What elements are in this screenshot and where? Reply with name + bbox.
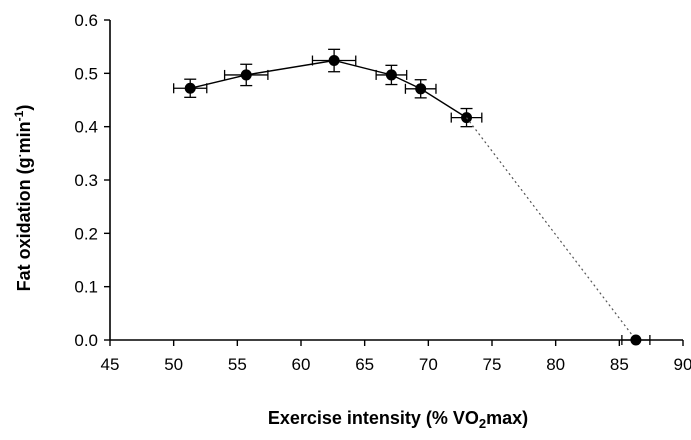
y-tick-label: 0.2 xyxy=(74,224,98,243)
x-tick-label: 45 xyxy=(101,355,120,374)
x-tick-label: 70 xyxy=(419,355,438,374)
data-point xyxy=(328,55,340,67)
y-axis-title-mid: min xyxy=(14,121,34,153)
x-tick-label: 60 xyxy=(292,355,311,374)
y-axis-title-superscript: -1 xyxy=(12,110,26,121)
x-tick-label: 90 xyxy=(674,355,691,374)
y-tick-label: 0.0 xyxy=(74,331,98,350)
x-tick-label: 85 xyxy=(610,355,629,374)
y-axis-title: Fat oxidation (g·min-1) xyxy=(12,105,34,292)
x-tick-label: 55 xyxy=(228,355,247,374)
data-point xyxy=(630,334,642,346)
x-tick-label: 80 xyxy=(546,355,565,374)
x-tick-label: 65 xyxy=(355,355,374,374)
y-tick-label: 0.5 xyxy=(74,64,98,83)
y-tick-label: 0.1 xyxy=(74,278,98,297)
ticks: 0.0 0.1 0.2 0.3 0.4 0.5 0.6 45 50 55 60 65 70 75 80 85 9… xyxy=(74,11,691,374)
data-layer xyxy=(173,48,651,346)
y-axis-title-dot: · xyxy=(13,153,27,157)
y-tick-label: 0.6 xyxy=(74,11,98,30)
y-tick-label: 0.3 xyxy=(74,171,98,190)
x-axis-title-suffix: max) xyxy=(486,408,528,428)
data-point xyxy=(385,69,397,81)
x-axis-title-prefix: Exercise intensity (% VO xyxy=(268,408,479,428)
x-axis-title-subscript: 2 xyxy=(479,416,486,431)
x-tick-label: 75 xyxy=(483,355,502,374)
data-point xyxy=(415,83,427,95)
series-line xyxy=(190,59,467,119)
data-point xyxy=(240,69,252,81)
y-tick-label: 0.4 xyxy=(74,118,98,137)
dotted-extrapolation-line xyxy=(466,117,637,341)
y-axis-title-suffix: ) xyxy=(14,105,34,111)
y-axis-title-prefix: Fat oxidation (g xyxy=(14,157,34,291)
axes xyxy=(109,20,683,341)
x-axis-title: Exercise intensity (% VO2max) xyxy=(268,408,528,431)
data-point xyxy=(184,82,196,94)
x-tick-label: 50 xyxy=(164,355,183,374)
